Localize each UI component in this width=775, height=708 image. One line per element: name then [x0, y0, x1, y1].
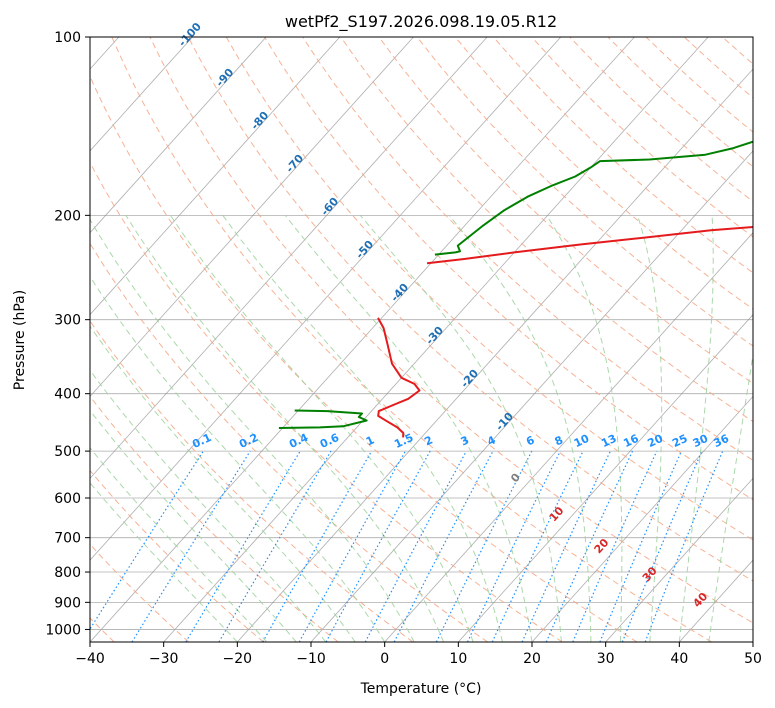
y-tick-label: 400 [54, 387, 81, 403]
moist-adiabat-line [169, 215, 474, 642]
mixing-ratio-line [325, 450, 431, 642]
mixing-ratio-line [644, 450, 724, 642]
dry-adiabat-line [454, 37, 753, 310]
mixing-ratio-label: 36 [712, 432, 732, 450]
y-tick-label: 500 [54, 444, 81, 460]
dry-adiabat-line [111, 37, 712, 642]
isotherm-line [90, 37, 193, 152]
isotherm-line [384, 232, 753, 642]
profile-lines [278, 140, 753, 438]
isotherm-line [90, 37, 488, 479]
temperature-line [377, 317, 421, 438]
dry-adiabat-line [416, 37, 753, 347]
moist-adiabat-line [222, 215, 503, 642]
isotherm-line [90, 37, 414, 398]
moist-adiabat-line [90, 325, 356, 642]
moist-adiabat-line [284, 214, 533, 642]
mixing-ratio-line [599, 450, 682, 642]
x-tick-label: −10 [296, 651, 326, 667]
y-axis-title: Pressure (hPa) [12, 290, 28, 390]
dry-adiabat-line [90, 161, 563, 642]
isotherm-line [531, 395, 753, 642]
moist-adiabat-line [448, 214, 592, 642]
x-tick-label: 40 [670, 651, 688, 667]
moist-adiabat-line [637, 215, 663, 642]
y-tick-label: 200 [54, 208, 81, 224]
dewpoint-line [278, 409, 368, 429]
moist-adiabat-line [90, 275, 386, 642]
isotherm-line [752, 641, 753, 642]
mixing-ratio-line [572, 450, 658, 642]
moist-adiabat-line [90, 218, 415, 642]
y-tick-label: 600 [54, 491, 81, 507]
moist-adiabat-line [678, 215, 714, 642]
isotherm-line [90, 37, 562, 561]
x-tick-label: 10 [449, 651, 467, 667]
x-tick-label: 0 [380, 651, 389, 667]
mixing-ratio-line [131, 450, 251, 642]
dry-adiabat-line [90, 543, 190, 642]
moist-adiabat-line [546, 215, 623, 642]
plot-background [90, 37, 753, 642]
axes: −40 −30 −20 −10 0 10 20 30 40 50 100 200 300 400 500 60… [45, 30, 762, 667]
x-tick-label: −30 [149, 651, 179, 667]
y-tick-label: 100 [54, 30, 81, 46]
x-tick-label: 20 [523, 651, 541, 667]
y-tick-label: 700 [54, 531, 81, 547]
moist-adiabat-line [359, 214, 562, 642]
mixing-ratio-line [298, 450, 406, 642]
x-tick-label: −40 [75, 651, 105, 667]
mixing-ratio-label: 13 [599, 432, 618, 450]
x-axis-title: Temperature (°C) [360, 681, 482, 697]
mixing-ratio-line [364, 450, 467, 642]
mixing-ratio-label: 20 [646, 432, 666, 450]
moist-adiabat-line [90, 481, 238, 642]
moist-adiabat-line [90, 446, 268, 642]
mixing-ratio-line [621, 450, 703, 642]
isotherm-line [310, 150, 753, 642]
dewpoint-line [434, 140, 753, 256]
mixing-ratio-label: 16 [621, 432, 641, 450]
mixing-ratio-label: 30 [691, 432, 711, 450]
isotherm-line [605, 477, 753, 642]
y-tick-label: 1000 [45, 622, 81, 638]
isotherm-line [90, 37, 341, 316]
isotherm-line [90, 37, 267, 234]
dry-adiabat-line [90, 469, 264, 642]
y-tick-label: 800 [54, 565, 81, 581]
mixing-ratio-line [90, 450, 204, 631]
moist-adiabat-line [125, 215, 445, 642]
mixing-ratio-label: 25 [670, 432, 689, 450]
dry-adiabat-line [90, 242, 488, 642]
isotherm-line [237, 68, 753, 642]
x-tick-label: 30 [597, 651, 615, 667]
x-tick-label: 50 [744, 651, 762, 667]
plot-frame [89, 36, 754, 643]
moist-adiabat-line [708, 351, 753, 642]
mixing-ratio-line [545, 450, 634, 642]
chart-title: wetPf2_S197.2026.098.19.05.R12 [285, 12, 557, 32]
x-tick-label: −20 [223, 651, 253, 667]
background-lines [90, 37, 753, 642]
dry-adiabat-line [90, 395, 339, 642]
dry-adiabat-line [90, 320, 414, 642]
y-tick-label: 900 [54, 595, 81, 611]
mixing-ratio-label: 10 [572, 432, 592, 450]
isotherm-line [163, 37, 709, 642]
isotherm-line [90, 37, 635, 642]
mixing-ratio-line [435, 450, 533, 642]
isotherm-line [458, 313, 753, 642]
moist-adiabat-line [90, 409, 297, 642]
dry-adiabat-line [149, 37, 753, 624]
y-tick-label: 300 [54, 313, 81, 329]
